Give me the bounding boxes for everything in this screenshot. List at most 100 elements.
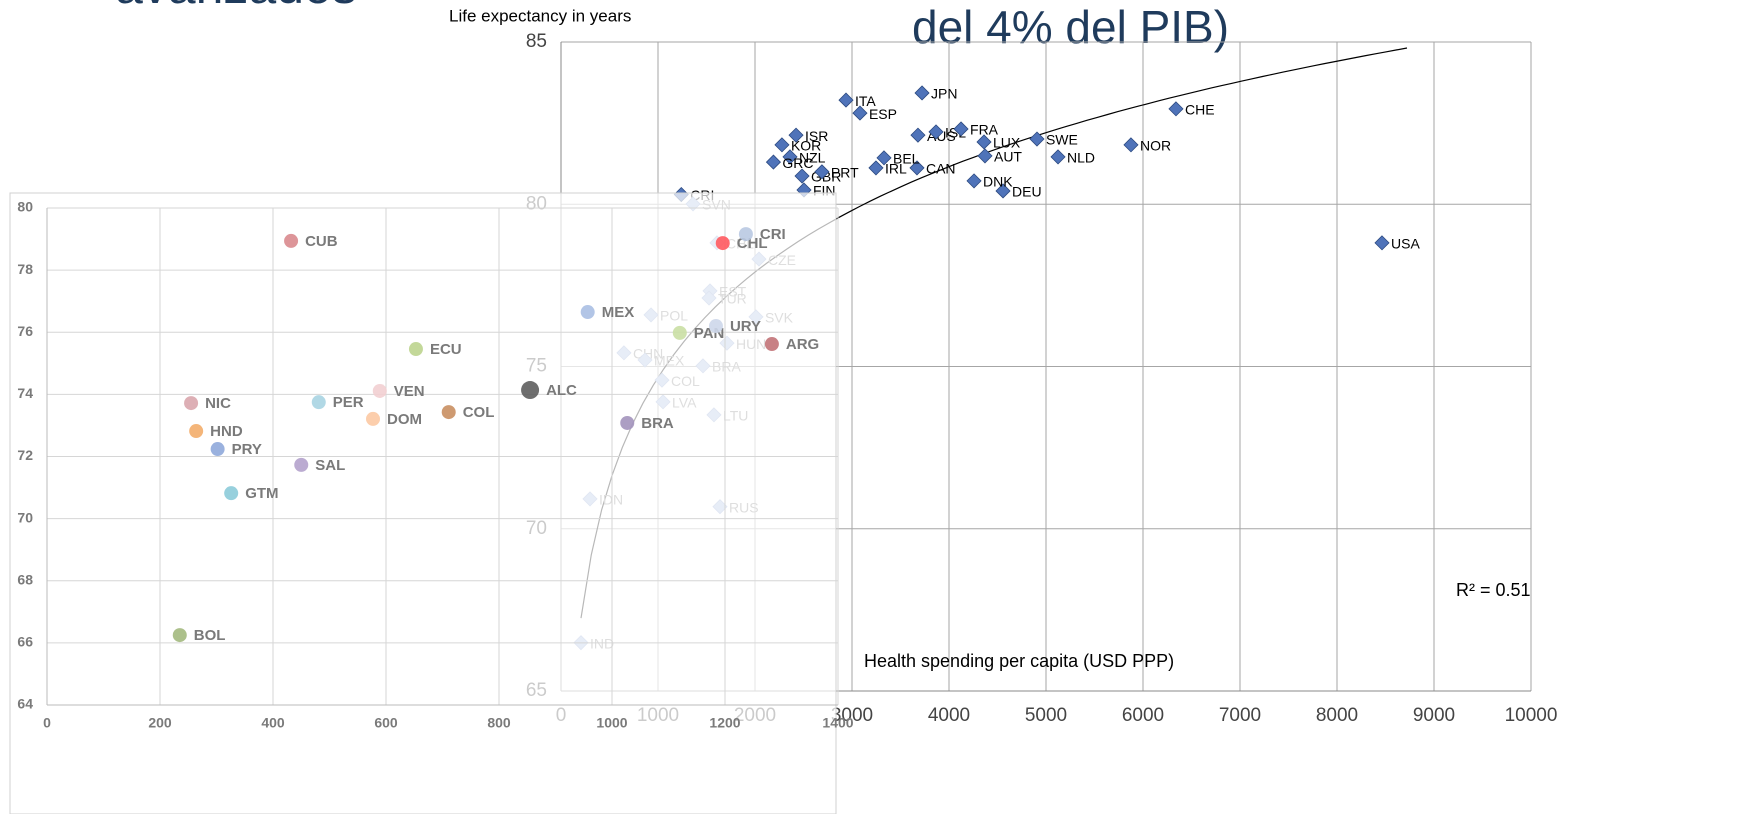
point-label: BRA <box>641 415 674 432</box>
point-marker <box>1374 235 1390 251</box>
point-marker <box>794 168 810 184</box>
point-marker <box>909 160 925 176</box>
point-label: FRA <box>970 122 999 138</box>
x-tick-label: 200 <box>148 715 172 731</box>
point-marker <box>995 183 1011 199</box>
x-tick-label: 1000 <box>596 715 627 731</box>
point-marker <box>774 137 790 153</box>
point-marker <box>708 319 723 334</box>
point-label: AUT <box>994 149 1022 165</box>
point-label: PER <box>333 394 364 411</box>
point-label: BEL <box>893 151 920 167</box>
point-marker <box>620 415 635 430</box>
point-label: BOL <box>194 627 226 644</box>
point-marker <box>966 173 982 189</box>
point-marker <box>580 305 595 320</box>
point-marker <box>172 628 187 643</box>
x-tick-label: 10000 <box>1505 705 1558 726</box>
point-label: VEN <box>394 383 425 400</box>
y-tick-label: 76 <box>17 323 33 339</box>
point-marker <box>521 381 540 400</box>
y-tick-label: 72 <box>17 447 33 463</box>
point-marker <box>914 85 930 101</box>
point-label: URY <box>730 318 761 335</box>
inset-panel <box>9 192 837 814</box>
point-marker <box>928 124 944 140</box>
point-marker <box>715 236 730 251</box>
y-tick-label: 85 <box>526 31 547 52</box>
point-marker <box>852 105 868 121</box>
point-marker <box>814 164 830 180</box>
point-marker <box>976 134 992 150</box>
point-label: ARG <box>786 336 819 353</box>
y-tick-label: 74 <box>17 385 33 401</box>
point-label: NIC <box>205 395 231 412</box>
point-marker <box>441 405 456 420</box>
slide-title-part: avanzados <box>115 0 357 14</box>
point-marker <box>977 148 993 164</box>
point-label: NZL <box>799 150 826 166</box>
point-marker <box>868 160 884 176</box>
x-tick-label: 1200 <box>709 715 740 731</box>
point-label: CAN <box>926 161 956 177</box>
point-marker <box>210 442 225 457</box>
point-marker <box>224 486 239 501</box>
x-tick-label: 8000 <box>1316 705 1358 726</box>
point-marker <box>788 127 804 143</box>
point-label: LUX <box>993 135 1021 151</box>
point-marker <box>294 457 309 472</box>
point-label: CHE <box>1185 102 1215 118</box>
x-tick-label: 4000 <box>928 705 970 726</box>
x-tick-label: 3000 <box>831 705 873 726</box>
x-tick-label: 800 <box>487 715 511 731</box>
y-tick-label: 78 <box>17 261 33 277</box>
x-tick-label: 400 <box>261 715 285 731</box>
point-label: ESP <box>869 106 897 122</box>
x-tick-label: 6000 <box>1122 705 1164 726</box>
slide-title-part: del 4% del PIB) <box>912 1 1229 53</box>
y-tick-label: 70 <box>17 509 33 525</box>
y-tick-label: 66 <box>17 634 33 650</box>
point-label: CUB <box>305 233 338 250</box>
point-marker <box>765 154 781 170</box>
point-marker <box>408 342 423 357</box>
point-marker <box>782 149 798 165</box>
y-axis-label: Life expectancy in years <box>449 6 631 25</box>
point-marker <box>1029 131 1045 147</box>
x-tick-label: 5000 <box>1025 705 1067 726</box>
point-label: HND <box>210 423 243 440</box>
point-label: DEU <box>1012 184 1042 200</box>
point-label: MEX <box>602 304 635 321</box>
point-label: SWE <box>1046 132 1078 148</box>
point-marker <box>189 424 204 439</box>
point-marker <box>1168 101 1184 117</box>
point-marker <box>738 227 753 242</box>
point-label: USA <box>1391 236 1420 252</box>
point-label: COL <box>463 404 495 421</box>
y-tick-label: 68 <box>17 571 33 587</box>
point-marker <box>1050 149 1066 165</box>
point-marker <box>910 127 926 143</box>
x-axis-label: Health spending per capita (USD PPP) <box>864 651 1174 671</box>
point-marker <box>184 396 199 411</box>
point-marker <box>1123 137 1139 153</box>
point-label: IRL <box>885 161 907 177</box>
point-label: SAL <box>315 457 345 474</box>
y-tick-label: 80 <box>17 199 33 215</box>
point-marker <box>672 325 687 340</box>
point-label: CRI <box>760 226 786 243</box>
point-marker <box>953 121 969 137</box>
point-label: ECU <box>430 341 462 358</box>
point-marker <box>372 383 387 398</box>
point-marker <box>876 150 892 166</box>
x-tick-label: 7000 <box>1219 705 1261 726</box>
point-marker <box>366 411 381 426</box>
point-label: PRT <box>831 165 859 181</box>
point-label: GRC <box>782 155 813 171</box>
point-marker <box>311 395 326 410</box>
annotation: R² = 0.51 <box>1456 580 1531 600</box>
point-label: ALC <box>546 382 577 399</box>
x-tick-label: 1400 <box>822 715 853 731</box>
point-label: PRY <box>232 441 262 458</box>
